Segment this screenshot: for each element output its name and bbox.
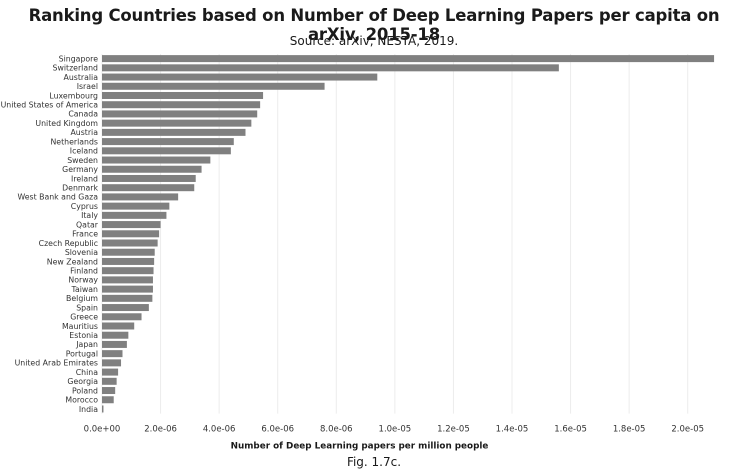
bar <box>102 396 114 404</box>
bar <box>102 138 234 146</box>
category-label: Denmark <box>62 183 98 192</box>
category-label: Sweden <box>67 156 98 165</box>
bar <box>102 322 135 330</box>
bar <box>102 276 153 284</box>
bar <box>102 239 158 247</box>
category-label: Australia <box>64 73 99 82</box>
bar <box>102 248 155 256</box>
bar <box>102 202 170 210</box>
category-label: Portugal <box>66 349 98 358</box>
bar <box>102 119 252 127</box>
bar <box>102 359 122 367</box>
category-label: Cyprus <box>71 202 98 211</box>
bar <box>102 64 559 72</box>
category-label: Canada <box>68 110 98 119</box>
category-label: Ireland <box>71 174 98 183</box>
bar <box>102 110 258 118</box>
category-label: Austria <box>70 128 98 137</box>
bar <box>102 285 153 293</box>
category-label: Morocco <box>65 396 98 405</box>
bar <box>102 221 161 229</box>
bar <box>102 156 211 164</box>
bar <box>102 147 231 155</box>
bar <box>102 82 325 90</box>
bar <box>102 377 117 385</box>
category-label: Taiwan <box>70 285 98 294</box>
x-tick-label: 1.8e-05 <box>613 425 646 435</box>
category-label: Finland <box>70 266 98 275</box>
bar <box>102 340 127 348</box>
category-label: New Zealand <box>47 257 98 266</box>
bar <box>102 165 202 173</box>
bar <box>102 101 261 109</box>
x-tick-label: 2.0e-05 <box>671 425 704 435</box>
bar <box>102 91 264 99</box>
x-tick-label: 6.0e-06 <box>261 425 294 435</box>
bar <box>102 331 129 339</box>
category-label: Japan <box>75 340 98 349</box>
category-label: Spain <box>76 303 98 312</box>
bar <box>102 313 142 321</box>
category-label: Norway <box>68 276 98 285</box>
category-label: Georgia <box>67 377 98 386</box>
bar <box>102 230 160 238</box>
category-label: Mauritius <box>62 322 98 331</box>
x-tick-label: 2.0e-06 <box>144 425 177 435</box>
bar <box>102 184 195 192</box>
bar <box>102 174 196 182</box>
category-label: Luxembourg <box>49 91 98 100</box>
x-tick-label: 1.0e-05 <box>379 425 412 435</box>
bar <box>102 257 155 265</box>
figure-caption: Fig. 1.7c. <box>346 455 402 469</box>
chart-title: Ranking Countries based on Number of Dee… <box>28 6 720 44</box>
bar <box>102 387 116 395</box>
x-axis-label: Number of Deep Learning papers per milli… <box>231 442 489 452</box>
category-label: Israel <box>77 82 98 91</box>
category-label: Iceland <box>70 147 98 156</box>
category-label: Italy <box>81 211 98 220</box>
category-label: Slovenia <box>65 248 98 257</box>
x-tick-label: 4.0e-06 <box>203 425 236 435</box>
chart-subtitle: Source: arXiv, NESTA, 2019. <box>289 34 459 48</box>
category-label: West Bank and Gaza <box>17 193 98 202</box>
x-tick-label: 1.4e-05 <box>496 425 529 435</box>
category-label: India <box>79 405 98 414</box>
category-label: France <box>72 230 98 239</box>
category-label: Netherlands <box>50 137 98 146</box>
category-label: United States of America <box>1 101 99 110</box>
bar <box>102 55 715 63</box>
x-tick-label: 0.0e+00 <box>84 425 121 435</box>
category-label: China <box>76 368 98 377</box>
category-label: Greece <box>70 313 98 322</box>
category-label: Switzerland <box>53 64 99 73</box>
x-tick-label: 8.0e-06 <box>320 425 353 435</box>
category-label: Singapore <box>59 54 99 63</box>
bar <box>102 128 246 136</box>
bar <box>102 350 123 358</box>
bar <box>102 294 153 302</box>
bar <box>102 267 154 275</box>
category-label: Qatar <box>76 220 99 229</box>
x-tick-label: 1.6e-05 <box>554 425 587 435</box>
bar <box>102 405 104 413</box>
category-label: Belgium <box>66 294 98 303</box>
x-tick-label: 1.2e-05 <box>437 425 470 435</box>
bar <box>102 211 167 219</box>
category-label: United Kingdom <box>35 119 98 128</box>
category-label: United Arab Emirates <box>15 359 98 368</box>
category-label: Estonia <box>69 331 98 340</box>
bar <box>102 304 149 312</box>
category-label: Germany <box>62 165 98 174</box>
bar <box>102 193 179 201</box>
category-label: Czech Republic <box>39 239 98 248</box>
bar <box>102 368 119 376</box>
bar <box>102 73 378 81</box>
category-label: Poland <box>72 386 98 395</box>
